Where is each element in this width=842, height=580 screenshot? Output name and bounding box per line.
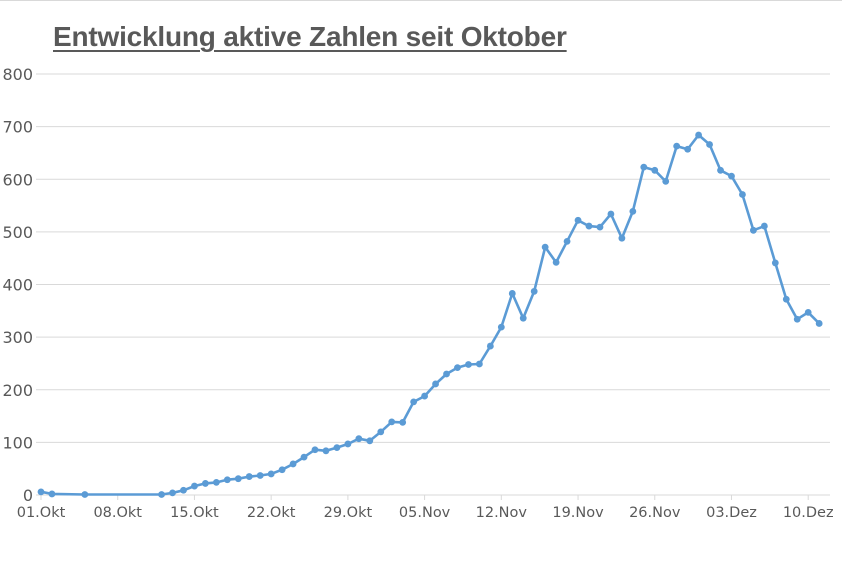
- data-point-marker: [596, 223, 604, 231]
- data-point-marker: [782, 295, 790, 303]
- data-point-marker: [519, 314, 527, 322]
- x-tick-label: 08.Okt: [93, 505, 142, 521]
- y-tick-label: 600: [2, 170, 33, 189]
- data-point-marker: [804, 308, 812, 316]
- data-point-marker: [662, 177, 670, 185]
- data-point-marker: [454, 364, 461, 372]
- data-point-marker: [585, 222, 593, 230]
- data-point-marker: [191, 482, 198, 490]
- data-point-marker: [234, 475, 242, 483]
- data-point-marker: [377, 428, 385, 436]
- y-tick-label: 500: [2, 223, 33, 242]
- data-point-marker: [366, 437, 374, 445]
- data-point-marker: [180, 486, 187, 494]
- data-point-marker: [618, 234, 626, 242]
- data-point-marker: [443, 370, 450, 378]
- data-point-marker: [256, 472, 264, 479]
- y-tick-label: 100: [2, 433, 33, 452]
- y-tick-label: 400: [2, 276, 33, 295]
- data-point-marker: [410, 398, 418, 406]
- data-point-marker: [728, 172, 735, 180]
- x-tick-label: 19.Nov: [552, 505, 604, 521]
- data-point-marker: [541, 243, 549, 251]
- y-tick-label: 200: [2, 381, 33, 400]
- data-point-marker: [574, 216, 582, 224]
- data-point-marker: [760, 222, 768, 230]
- data-point-marker: [717, 166, 724, 174]
- data-point-marker: [706, 141, 713, 148]
- data-point-marker: [739, 191, 746, 198]
- data-point-marker: [563, 237, 571, 245]
- data-point-marker: [673, 142, 681, 150]
- y-tick-label: 800: [2, 65, 33, 84]
- data-point-marker: [223, 476, 231, 484]
- data-point-marker: [202, 480, 209, 487]
- data-point-marker: [267, 470, 275, 478]
- data-point-marker: [48, 490, 56, 498]
- x-tick-label: 29.Okt: [324, 505, 373, 521]
- data-point-marker: [388, 418, 396, 426]
- x-tick-label: 05.Nov: [399, 505, 451, 521]
- data-point-marker: [486, 342, 494, 350]
- data-point-marker: [750, 226, 757, 234]
- data-point-marker: [81, 491, 89, 498]
- data-point-marker: [793, 315, 801, 323]
- x-tick-label: 22.Okt: [247, 505, 296, 521]
- data-point-marker: [684, 145, 692, 153]
- data-point-marker: [278, 466, 286, 474]
- x-tick-label: 15.Okt: [170, 505, 219, 521]
- data-point-marker: [432, 380, 439, 388]
- data-point-marker: [815, 320, 823, 327]
- data-point-marker: [344, 440, 352, 448]
- data-series: [37, 131, 823, 498]
- data-point-marker: [37, 488, 45, 496]
- x-tick-label: 12.Nov: [476, 505, 528, 521]
- data-point-marker: [530, 287, 538, 295]
- data-point-marker: [640, 163, 648, 171]
- data-point-marker: [169, 489, 176, 497]
- data-point-marker: [399, 418, 407, 426]
- data-point-marker: [158, 491, 165, 498]
- data-point-marker: [465, 361, 472, 368]
- chart-title: Entwicklung aktive Zahlen seit Oktober: [53, 21, 567, 52]
- data-point-marker: [245, 473, 253, 480]
- data-point-marker: [771, 259, 779, 267]
- y-tick-label: 0: [23, 486, 33, 505]
- data-point-marker: [508, 290, 516, 297]
- x-tick-label: 26.Nov: [629, 505, 681, 521]
- data-point-marker: [497, 323, 505, 331]
- data-point-marker: [476, 360, 483, 368]
- gridlines: [36, 73, 830, 496]
- data-point-marker: [333, 444, 341, 452]
- data-point-marker: [311, 446, 319, 454]
- data-point-marker: [212, 478, 220, 486]
- y-tick-label: 300: [2, 328, 33, 347]
- data-point-marker: [300, 453, 308, 461]
- data-point-marker: [289, 460, 297, 468]
- data-point-marker: [552, 258, 560, 266]
- data-point-marker: [695, 131, 702, 139]
- data-point-marker: [629, 207, 637, 215]
- y-axis: 0 100 200 300 400 500 600 700 800: [2, 65, 33, 505]
- x-tick-label: 01.Okt: [17, 505, 66, 521]
- data-point-marker: [651, 166, 659, 174]
- data-point-marker: [421, 392, 428, 400]
- x-tick-label: 03.Dez: [706, 505, 757, 521]
- data-point-marker: [322, 447, 330, 455]
- x-tick-label: 10.Dez: [783, 505, 834, 521]
- y-tick-label: 700: [2, 118, 33, 137]
- x-axis: 01.Okt 08.Okt 15.Okt 22.Okt 29.Okt 05.Nov 12.N…: [17, 495, 834, 521]
- series-line: [40, 133, 821, 496]
- data-point-marker: [355, 435, 363, 443]
- data-point-marker: [607, 210, 615, 218]
